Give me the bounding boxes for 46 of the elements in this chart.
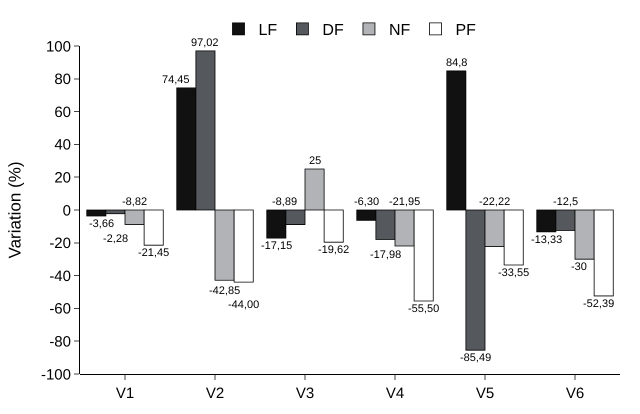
data-label: -12,5 xyxy=(553,196,578,208)
data-label: -30 xyxy=(571,261,587,273)
data-label: -3,66 xyxy=(89,218,114,230)
x-tick-label: V6 xyxy=(566,385,584,402)
y-tick-label: -100 xyxy=(40,366,71,384)
data-label: 97,02 xyxy=(191,37,219,49)
x-tick-label: V1 xyxy=(116,385,134,402)
data-label: -8,82 xyxy=(122,196,148,208)
y-tick-label: 100 xyxy=(46,38,71,56)
x-tick-label: V5 xyxy=(476,385,494,402)
legend-label: NF xyxy=(388,22,411,40)
data-label: -33,55 xyxy=(498,267,530,279)
x-tick-label: V3 xyxy=(296,385,314,402)
y-tick-label: -20 xyxy=(49,235,71,252)
data-label: -42,85 xyxy=(209,285,240,297)
data-label: -21,95 xyxy=(389,196,420,208)
data-label: -19,62 xyxy=(318,244,350,256)
data-label: -8,89 xyxy=(272,196,298,208)
data-label: -52,39 xyxy=(583,298,614,310)
data-label: 25 xyxy=(309,155,322,167)
data-label: -6,30 xyxy=(354,196,380,208)
data-label: 84,8 xyxy=(446,57,468,69)
y-tick-label: 20 xyxy=(54,169,71,186)
data-label: -55,50 xyxy=(408,303,440,315)
x-tick-label: V4 xyxy=(386,385,404,402)
y-tick-label: 40 xyxy=(54,136,71,154)
legend-label: DF xyxy=(322,22,344,40)
data-label: -85,49 xyxy=(460,352,492,364)
legend-label: PF xyxy=(456,22,476,40)
data-label: 74,45 xyxy=(162,74,190,86)
legend-label: LF xyxy=(258,22,278,40)
y-tick-label: -60 xyxy=(49,300,71,318)
data-label: -17,15 xyxy=(261,240,292,252)
y-axis-title: Variation (%) xyxy=(6,162,25,258)
y-tick-label: 60 xyxy=(54,104,71,121)
y-tick-label: -80 xyxy=(49,333,71,350)
data-label: -22,22 xyxy=(479,196,510,208)
y-tick-label: -40 xyxy=(49,268,71,285)
data-label: -2,28 xyxy=(103,233,128,245)
x-tick-label: V2 xyxy=(206,385,224,402)
y-tick-label: 80 xyxy=(54,71,71,88)
data-label: -17,98 xyxy=(370,249,402,261)
data-label: -13,33 xyxy=(531,234,562,246)
data-label: -44,00 xyxy=(228,299,260,311)
y-tick-label: 0 xyxy=(62,202,71,220)
data-label: -21,45 xyxy=(138,247,170,259)
